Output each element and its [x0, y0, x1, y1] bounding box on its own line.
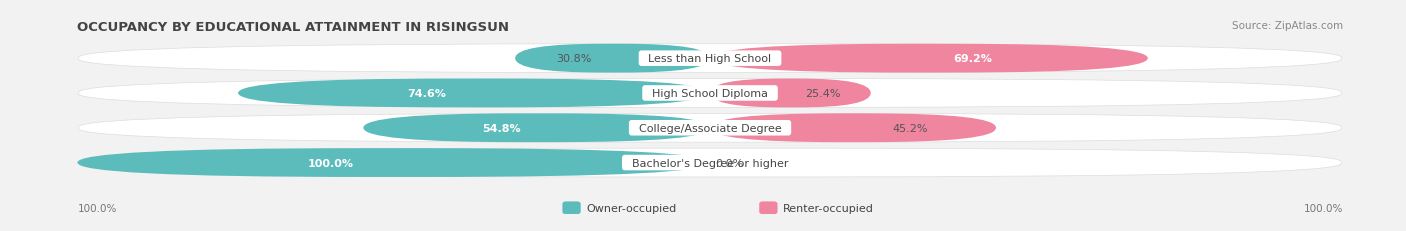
Text: 54.8%: 54.8% [482, 123, 522, 133]
FancyBboxPatch shape [79, 79, 1341, 108]
Text: OCCUPANCY BY EDUCATIONAL ATTAINMENT IN RISINGSUN: OCCUPANCY BY EDUCATIONAL ATTAINMENT IN R… [77, 21, 509, 34]
Text: 74.6%: 74.6% [408, 88, 446, 99]
FancyBboxPatch shape [515, 45, 710, 73]
FancyBboxPatch shape [710, 45, 1147, 73]
Text: Less than High School: Less than High School [641, 54, 779, 64]
Text: Source: ZipAtlas.com: Source: ZipAtlas.com [1232, 21, 1343, 31]
Text: 100.0%: 100.0% [1303, 203, 1343, 213]
Text: 25.4%: 25.4% [804, 88, 841, 99]
Text: 0.0%: 0.0% [716, 158, 744, 168]
Text: 100.0%: 100.0% [308, 158, 353, 168]
FancyBboxPatch shape [759, 201, 778, 214]
FancyBboxPatch shape [562, 201, 581, 214]
FancyBboxPatch shape [710, 79, 870, 108]
Text: Renter-occupied: Renter-occupied [783, 203, 875, 213]
FancyBboxPatch shape [79, 149, 1341, 177]
Text: Bachelor's Degree or higher: Bachelor's Degree or higher [624, 158, 796, 168]
FancyBboxPatch shape [77, 149, 710, 177]
FancyBboxPatch shape [79, 114, 1341, 143]
Text: 100.0%: 100.0% [77, 203, 117, 213]
FancyBboxPatch shape [363, 114, 710, 143]
Text: 45.2%: 45.2% [893, 123, 928, 133]
FancyBboxPatch shape [238, 79, 710, 108]
FancyBboxPatch shape [710, 114, 995, 143]
Text: College/Associate Degree: College/Associate Degree [631, 123, 789, 133]
FancyBboxPatch shape [79, 45, 1341, 73]
Text: Owner-occupied: Owner-occupied [586, 203, 676, 213]
Text: High School Diploma: High School Diploma [645, 88, 775, 99]
Text: 30.8%: 30.8% [555, 54, 592, 64]
Text: 69.2%: 69.2% [953, 54, 993, 64]
